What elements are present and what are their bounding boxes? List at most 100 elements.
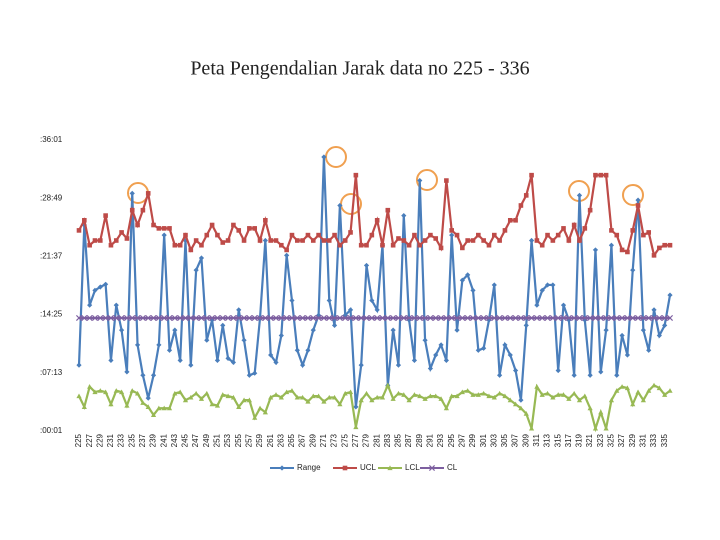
point (294, 347, 300, 353)
point (171, 314, 178, 321)
point (198, 255, 205, 261)
point (502, 342, 508, 348)
point (204, 390, 210, 396)
point (491, 232, 497, 238)
point (177, 242, 183, 248)
point (412, 232, 417, 238)
x-tick-label: 335 (660, 433, 669, 447)
x-tick-label: 229 (95, 433, 104, 447)
legend-marker (279, 465, 285, 471)
point (81, 314, 88, 321)
point (75, 314, 83, 321)
point (465, 388, 471, 393)
point (166, 347, 173, 353)
point (444, 178, 449, 183)
y-tick-label: :21:37 (40, 252, 63, 261)
x-tick-label: 305 (500, 433, 509, 447)
point (374, 314, 381, 321)
point (268, 352, 274, 358)
point (241, 397, 247, 403)
point (113, 238, 119, 243)
point (305, 347, 311, 353)
point (507, 352, 513, 358)
point (507, 314, 514, 321)
point (465, 272, 471, 278)
point (497, 390, 503, 396)
point (151, 222, 156, 228)
point (214, 402, 221, 408)
point (518, 405, 524, 411)
y-tick-label: :36:01 (40, 135, 63, 144)
point (454, 327, 460, 333)
highlight-circle (325, 146, 347, 168)
point (321, 398, 327, 404)
point (289, 388, 295, 393)
point (139, 314, 146, 321)
point (145, 395, 151, 401)
legend-label: Range (297, 463, 321, 472)
point (571, 314, 578, 321)
point (134, 390, 141, 396)
y-tick-label: :14:25 (40, 310, 63, 319)
point (544, 282, 551, 288)
point (422, 238, 428, 243)
point (262, 409, 268, 415)
x-tick-label: 251 (213, 433, 222, 447)
point (124, 402, 130, 408)
point (300, 394, 306, 400)
point (518, 397, 524, 403)
point (145, 404, 151, 409)
point (289, 232, 295, 238)
series-line (77, 156, 672, 408)
point (635, 389, 641, 395)
point (651, 382, 657, 388)
point (91, 314, 98, 321)
point (624, 314, 631, 321)
point (156, 226, 162, 231)
point (183, 232, 188, 238)
point (230, 359, 237, 366)
point (268, 394, 274, 400)
point (416, 314, 423, 321)
point (246, 314, 253, 321)
point (385, 382, 391, 388)
point (92, 238, 98, 243)
point (353, 424, 359, 430)
point (374, 217, 380, 223)
point (231, 222, 236, 228)
point (150, 412, 157, 418)
point (539, 314, 546, 321)
point (252, 415, 258, 420)
point (401, 392, 407, 397)
point (528, 314, 535, 321)
point (124, 236, 130, 241)
point (625, 249, 630, 255)
point (305, 232, 311, 238)
point (379, 394, 386, 400)
point (129, 190, 135, 196)
point (640, 314, 647, 321)
point (395, 390, 402, 396)
point (523, 193, 529, 198)
point (272, 314, 280, 321)
point (300, 238, 305, 243)
point (598, 172, 604, 178)
point (427, 393, 434, 399)
point (284, 252, 290, 258)
point (209, 401, 215, 407)
point (411, 392, 418, 397)
point (342, 314, 349, 321)
point (204, 337, 210, 343)
point (635, 314, 642, 321)
point (598, 369, 604, 375)
point (656, 385, 662, 391)
point (294, 238, 300, 243)
point (396, 236, 401, 241)
x-tick-label: 247 (191, 433, 200, 447)
x-tick-label: 259 (255, 433, 264, 447)
point (401, 212, 407, 219)
point (390, 242, 396, 248)
point (283, 314, 290, 321)
point (97, 238, 103, 243)
